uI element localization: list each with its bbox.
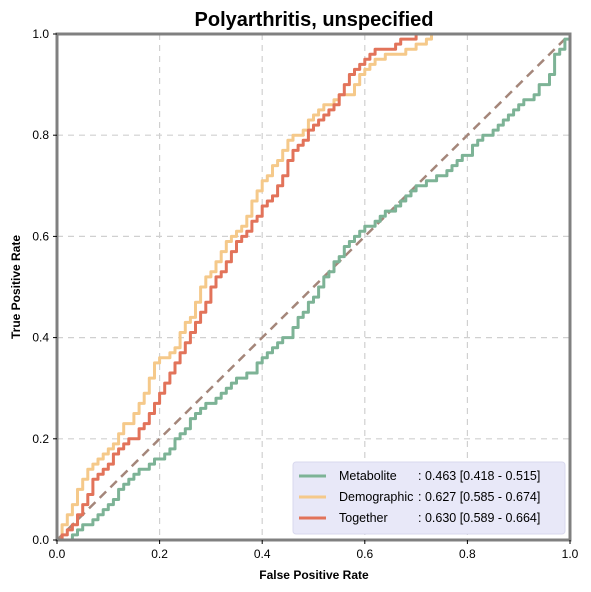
x-tick-label: 0.4 [254,547,271,561]
y-tick-label: 1.0 [32,27,49,41]
x-tick-label: 1.0 [562,547,579,561]
legend-series-auc: : 0.630 [0.589 - 0.664] [418,511,540,525]
legend-series-auc: : 0.463 [0.418 - 0.515] [418,469,540,483]
x-tick-label: 0.2 [151,547,168,561]
legend-series-name: Metabolite [339,469,397,483]
x-axis-label: False Positive Rate [259,568,369,582]
legend-series-auc: : 0.627 [0.585 - 0.674] [418,490,540,504]
x-tick-label: 0.0 [49,547,66,561]
roc-line-metabolite [57,34,572,542]
y-tick-label: 0.0 [32,533,49,547]
y-tick-label: 0.2 [32,432,49,446]
y-tick-label: 0.6 [32,229,49,243]
y-axis-label: True Positive Rate [9,235,23,339]
legend-series-name: Together [339,511,388,525]
legend-series-name: Demographic [339,490,413,504]
chart-title: Polyarthritis, unspecified [195,9,434,31]
legend-box [292,461,566,535]
y-tick-label: 0.8 [32,128,49,142]
y-tick-label: 0.4 [32,331,49,345]
diagonal-reference-line [56,33,571,541]
plot-frame [55,32,572,542]
x-tick-label: 0.8 [459,547,476,561]
legend: Metabolite : 0.463 [0.418 - 0.515] Demogra… [292,461,566,535]
chance-diagonal [56,33,571,541]
x-tick-label: 0.6 [356,547,373,561]
axis-ticks: 0.0 0.2 0.4 0.6 0.8 1.0 0.0 0.2 0.4 0.6 0.8 1.0 [32,27,578,561]
